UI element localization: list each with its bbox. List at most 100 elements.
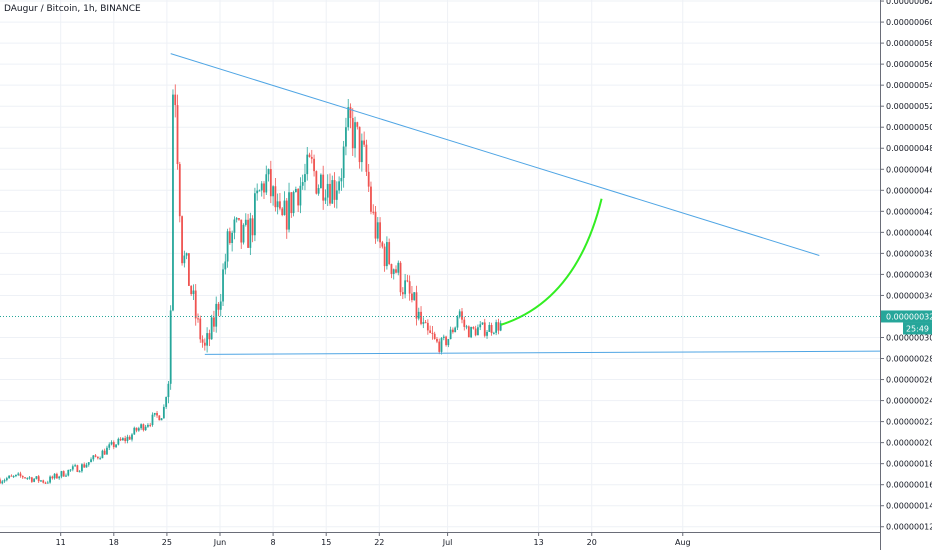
- candle-body: [256, 190, 259, 194]
- candle-body: [279, 201, 281, 209]
- candle-body: [128, 436, 131, 440]
- current-price-label: 0.00000032: [886, 312, 932, 321]
- candle-body: [151, 414, 154, 425]
- candle-body: [415, 292, 418, 319]
- candle-body: [213, 317, 215, 327]
- time-tick-label: 8: [271, 538, 276, 547]
- candle-body: [44, 482, 47, 484]
- candle-body: [55, 473, 58, 479]
- candle-body: [110, 442, 113, 445]
- candle-body: [247, 219, 249, 248]
- candle-body: [106, 447, 108, 455]
- candle-body: [285, 200, 288, 230]
- price-tick-label: 0.00000052: [886, 102, 932, 111]
- candle-body: [210, 317, 213, 340]
- price-tick-label: 0.00000042: [886, 207, 932, 216]
- candle-body: [313, 158, 315, 172]
- price-tick-label: 0.00000058: [886, 39, 932, 48]
- candle-body: [103, 450, 106, 455]
- candle-body: [445, 336, 447, 346]
- candle-body: [442, 336, 445, 339]
- descending-trendline[interactable]: [170, 53, 820, 256]
- candle-body: [235, 218, 238, 220]
- support-line[interactable]: [204, 350, 881, 355]
- price-tick-label: 0.00000048: [886, 144, 932, 153]
- price-tick-label: 0.00000056: [886, 60, 932, 69]
- candle-body: [347, 107, 350, 128]
- candle-body: [158, 415, 161, 421]
- candle-body: [37, 476, 40, 482]
- candle-body: [488, 324, 491, 332]
- candle-body: [335, 190, 338, 200]
- time-tick-label: Jun: [213, 538, 227, 547]
- time-tick-label: 15: [321, 538, 331, 547]
- candle-body: [231, 232, 234, 244]
- price-tick-label: 0.00000012: [886, 523, 932, 532]
- candle-body: [149, 424, 152, 426]
- candle-body: [395, 269, 397, 273]
- time-tick-label: 13: [534, 538, 544, 547]
- candle-body: [399, 262, 402, 293]
- candle-body: [499, 323, 502, 331]
- projection-curve[interactable]: [500, 198, 603, 326]
- candle-body: [208, 333, 211, 340]
- candle-body: [62, 471, 65, 477]
- candle-body: [401, 292, 404, 295]
- candle-body: [322, 174, 325, 201]
- candle-body: [121, 438, 124, 441]
- price-tick-label: 0.00000038: [886, 249, 932, 258]
- time-tick-label: 22: [374, 538, 384, 547]
- candle-body: [379, 222, 381, 243]
- candle-body: [367, 171, 370, 187]
- candle-body: [397, 262, 400, 273]
- candle-body: [358, 126, 361, 163]
- candle-body: [3, 480, 6, 482]
- candle-body: [60, 471, 63, 477]
- candle-body: [326, 183, 329, 198]
- candle-body: [190, 285, 193, 295]
- candle-body: [272, 186, 275, 197]
- candle-body: [253, 193, 256, 236]
- candle-body: [244, 219, 247, 225]
- candle-body: [119, 438, 122, 441]
- candle-body: [21, 475, 24, 478]
- candle-body: [269, 169, 272, 197]
- candle-body: [242, 224, 245, 243]
- candle-body: [356, 122, 359, 127]
- candle-body: [329, 183, 331, 204]
- candle-body: [467, 326, 470, 338]
- candle-body: [199, 318, 202, 340]
- candle-countdown: 25:49: [906, 324, 929, 333]
- candle-body: [69, 469, 72, 471]
- symbol-title[interactable]: DAugur / Bitcoin, 1h, BINANCE: [4, 4, 141, 14]
- candle-body: [374, 211, 377, 239]
- candle-body: [288, 192, 290, 230]
- candle-body: [133, 427, 136, 435]
- candle-body: [165, 397, 168, 407]
- candle-body: [5, 478, 8, 481]
- candle-body: [194, 290, 197, 319]
- candle-body: [481, 322, 484, 325]
- candle-body: [333, 180, 336, 200]
- candle-body: [376, 222, 379, 239]
- candle-body: [294, 188, 297, 193]
- candle-body: [283, 200, 286, 216]
- candle-body: [340, 177, 343, 182]
- candle-body: [370, 186, 372, 212]
- candle-body: [292, 192, 295, 214]
- candle-body: [8, 475, 11, 479]
- candle-body: [306, 154, 309, 175]
- candle-body: [431, 332, 434, 334]
- candle-body: [483, 322, 486, 336]
- candle-body: [351, 118, 354, 149]
- candle-body: [147, 424, 149, 427]
- candle-body: [260, 183, 263, 191]
- candle-body: [28, 477, 31, 479]
- candle-body: [390, 264, 393, 274]
- candle-body: [342, 146, 345, 178]
- candle-body: [406, 280, 409, 282]
- candle-body: [131, 434, 133, 440]
- candle-body: [53, 473, 56, 479]
